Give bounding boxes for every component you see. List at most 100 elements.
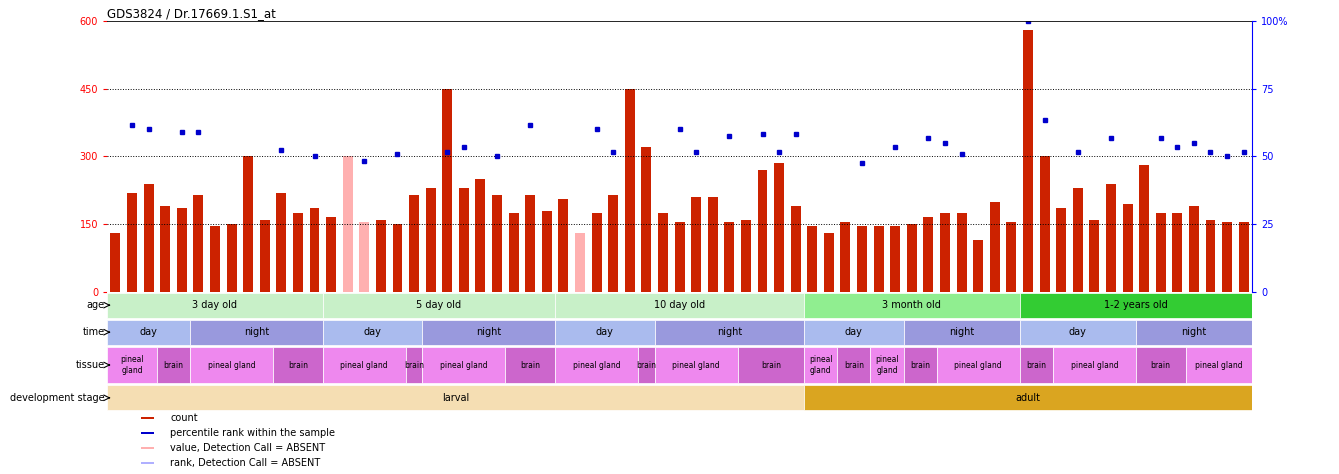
Bar: [1020, 320, 1135, 345]
Text: brain: brain: [911, 361, 931, 370]
Text: 3 day old: 3 day old: [193, 300, 237, 310]
Text: day: day: [845, 327, 862, 337]
Bar: [226, 224, 237, 292]
Bar: [740, 219, 751, 292]
Bar: [190, 347, 273, 383]
Bar: [625, 89, 635, 292]
Bar: [924, 217, 933, 292]
Bar: [890, 226, 900, 292]
Text: night: night: [477, 327, 501, 337]
Bar: [323, 347, 406, 383]
Bar: [210, 226, 220, 292]
Text: brain: brain: [844, 361, 864, 370]
Bar: [574, 233, 585, 292]
Bar: [837, 347, 870, 383]
Bar: [505, 347, 556, 383]
Bar: [1223, 222, 1232, 292]
Text: time: time: [83, 327, 104, 337]
Bar: [558, 199, 568, 292]
Bar: [857, 226, 868, 292]
Bar: [823, 233, 834, 292]
Bar: [1020, 347, 1052, 383]
Text: adult: adult: [1015, 393, 1040, 403]
Bar: [107, 320, 190, 345]
Bar: [724, 222, 734, 292]
Text: 3 month old: 3 month old: [882, 300, 941, 310]
Bar: [1139, 165, 1149, 292]
Text: brain: brain: [761, 361, 781, 370]
Text: 1-2 years old: 1-2 years old: [1103, 300, 1168, 310]
Bar: [1039, 156, 1050, 292]
Bar: [907, 224, 917, 292]
Bar: [655, 347, 738, 383]
Text: rank, Detection Call = ABSENT: rank, Detection Call = ABSENT: [170, 458, 320, 468]
Bar: [323, 320, 422, 345]
Text: night: night: [716, 327, 742, 337]
Bar: [276, 192, 287, 292]
Bar: [442, 89, 453, 292]
Bar: [309, 208, 320, 292]
Bar: [1189, 206, 1198, 292]
Bar: [641, 147, 651, 292]
Bar: [406, 347, 422, 383]
Bar: [708, 197, 718, 292]
Bar: [343, 156, 352, 292]
Text: pineal gland: pineal gland: [955, 361, 1002, 370]
Bar: [956, 213, 967, 292]
Text: larval: larval: [442, 393, 469, 403]
Text: pineal gland: pineal gland: [672, 361, 720, 370]
Text: pineal gland: pineal gland: [340, 361, 388, 370]
Bar: [244, 156, 253, 292]
Bar: [426, 188, 435, 292]
Bar: [1135, 347, 1185, 383]
Text: pineal
gland: pineal gland: [876, 356, 898, 375]
Text: brain: brain: [288, 361, 308, 370]
Bar: [1073, 188, 1083, 292]
Bar: [142, 463, 154, 464]
Bar: [1023, 30, 1032, 292]
Text: age: age: [87, 300, 104, 310]
Bar: [556, 320, 655, 345]
Text: pineal
gland: pineal gland: [809, 356, 833, 375]
Bar: [655, 320, 803, 345]
Bar: [193, 195, 204, 292]
Bar: [190, 320, 323, 345]
Text: brain: brain: [521, 361, 540, 370]
Bar: [1007, 222, 1016, 292]
Text: tissue: tissue: [76, 360, 104, 370]
Text: GDS3824 / Dr.17669.1.S1_at: GDS3824 / Dr.17669.1.S1_at: [107, 7, 276, 20]
Text: brain: brain: [1150, 361, 1170, 370]
Bar: [657, 213, 668, 292]
Bar: [110, 233, 121, 292]
Bar: [525, 195, 536, 292]
Bar: [376, 219, 386, 292]
Text: pineal gland: pineal gland: [1194, 361, 1243, 370]
Text: day: day: [364, 327, 382, 337]
Bar: [990, 201, 1000, 292]
Bar: [475, 179, 486, 292]
Bar: [870, 347, 904, 383]
Bar: [359, 222, 370, 292]
Bar: [107, 347, 157, 383]
Bar: [491, 195, 502, 292]
Bar: [422, 320, 556, 345]
Bar: [803, 347, 837, 383]
Bar: [1205, 219, 1216, 292]
Bar: [107, 293, 323, 318]
Bar: [142, 417, 154, 419]
Text: value, Detection Call = ABSENT: value, Detection Call = ABSENT: [170, 443, 325, 453]
Bar: [592, 213, 601, 292]
Bar: [1173, 213, 1182, 292]
Bar: [542, 210, 552, 292]
Bar: [807, 226, 817, 292]
Text: pineal gland: pineal gland: [1070, 361, 1118, 370]
Bar: [556, 293, 803, 318]
Text: 5 day old: 5 day old: [416, 300, 462, 310]
Text: night: night: [1181, 327, 1206, 337]
Text: 10 day old: 10 day old: [653, 300, 706, 310]
Text: percentile rank within the sample: percentile rank within the sample: [170, 428, 335, 438]
Bar: [127, 192, 137, 292]
Bar: [459, 188, 469, 292]
Bar: [509, 213, 518, 292]
Text: pineal gland: pineal gland: [573, 361, 620, 370]
